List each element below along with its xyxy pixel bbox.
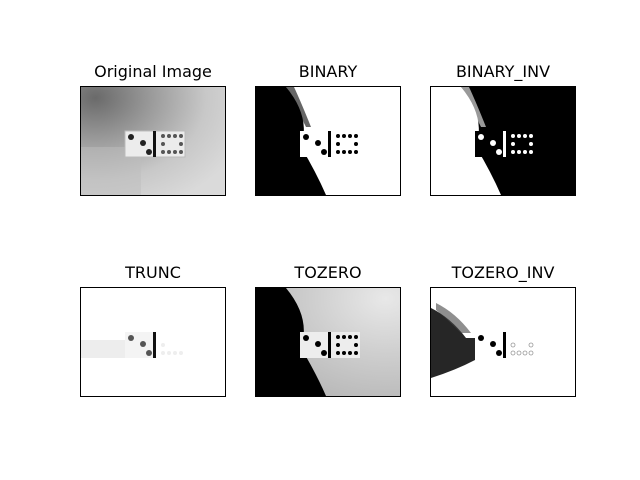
- trunc-image: [81, 288, 225, 396]
- tozero-inv-image: [431, 288, 575, 396]
- image-frame: [80, 287, 226, 397]
- image-frame: [80, 86, 226, 196]
- image-frame: [430, 287, 576, 397]
- binary-inv-image: [431, 87, 575, 195]
- panel-title: Original Image: [94, 62, 212, 81]
- panel-title: TRUNC: [125, 263, 181, 282]
- panel-title: TOZERO: [294, 263, 362, 282]
- image-frame: [255, 86, 401, 196]
- panel-title: BINARY_INV: [455, 62, 551, 81]
- panel-title: BINARY: [298, 62, 358, 81]
- image-frame: [430, 86, 576, 196]
- image-frame: [255, 287, 401, 397]
- panel-title: TOZERO_INV: [451, 263, 555, 282]
- original-image: [81, 87, 225, 195]
- tozero-image: [256, 288, 400, 396]
- binary-image: [256, 87, 400, 195]
